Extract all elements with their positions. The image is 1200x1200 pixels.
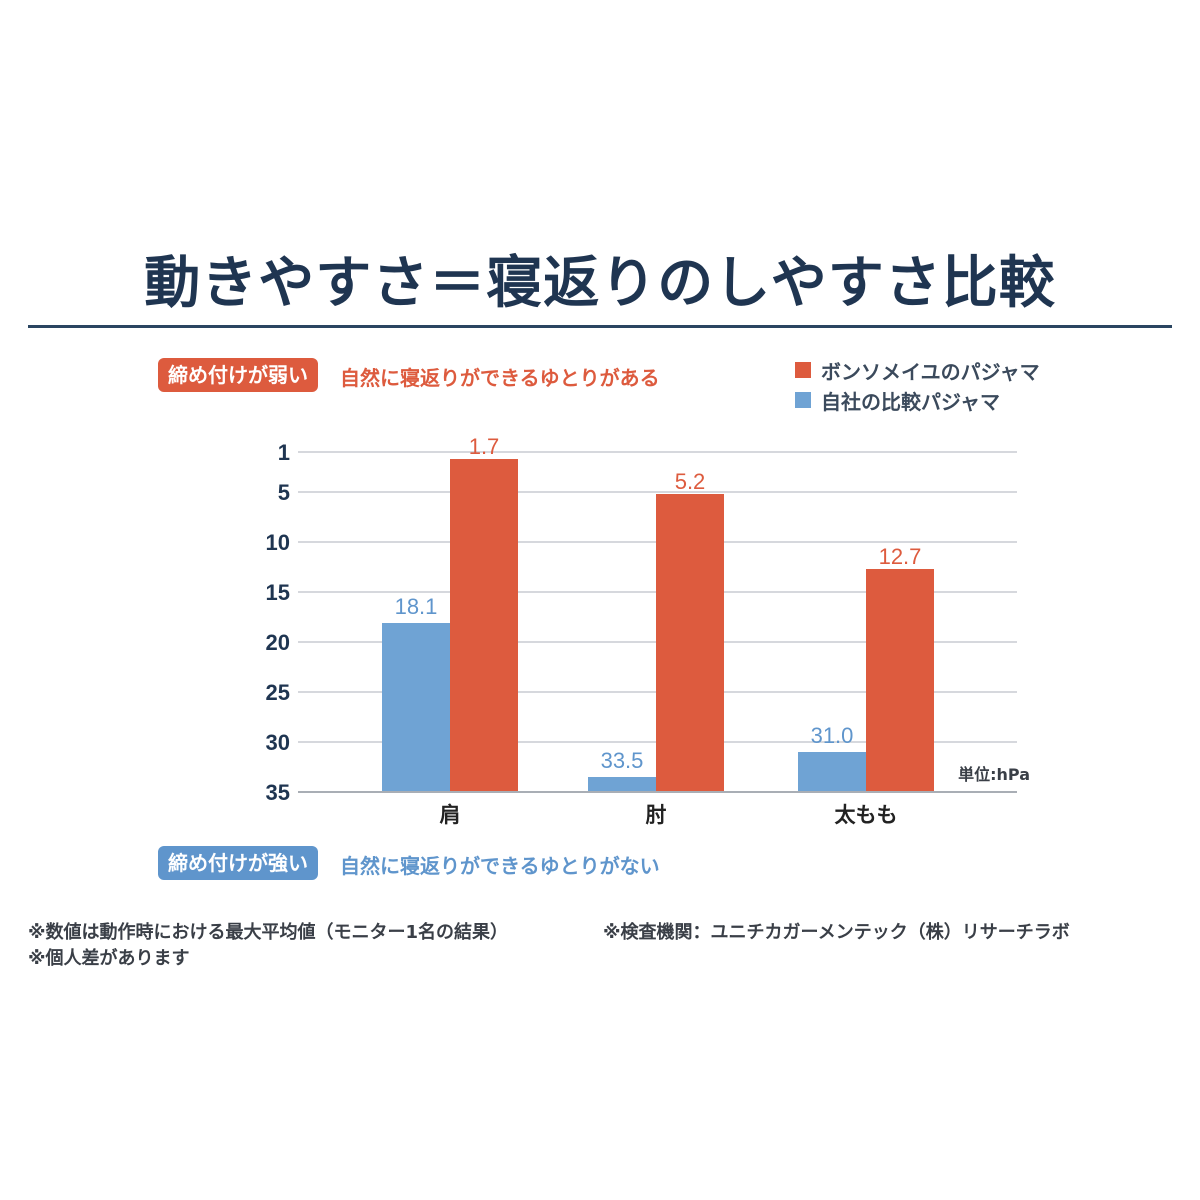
bar-bonsommeil-2	[866, 569, 934, 792]
footnote-individual: ※個人差があります	[28, 948, 190, 969]
page-title: 動きやすさ＝寝返りのしやすさ比較	[144, 251, 1056, 316]
bar-bonsommeil-1	[656, 494, 724, 792]
y-tick-label-15: 15	[266, 580, 290, 605]
bar-comparison-2	[798, 752, 866, 792]
strong-compression-note: 自然に寝返りができるゆとりがない	[340, 854, 660, 878]
y-tick-label-25: 25	[266, 680, 290, 705]
bar-label-comparison-2: 31.0	[811, 723, 854, 748]
strong-compression-badge: 締め付けが強い	[158, 846, 318, 880]
weak-compression-note: 自然に寝返りができるゆとりがある	[340, 366, 660, 390]
legend-swatch-blue	[795, 392, 811, 408]
bar-label-comparison-1: 33.5	[601, 748, 644, 773]
bar-comparison-0	[382, 623, 450, 792]
weak-compression-badge: 締め付けが弱い	[158, 358, 318, 392]
footnote-measurement: ※数値は動作時における最大平均値（モニター1名の結果）	[28, 922, 509, 943]
y-tick-label-20: 20	[266, 630, 290, 655]
bar-bonsommeil-0	[450, 459, 518, 792]
title-divider	[28, 325, 1172, 328]
bar-label-bonsommeil-2: 12.7	[879, 544, 922, 569]
x-category-label-2: 太もも	[835, 803, 898, 827]
legend-item-bonsommeil: ボンソメイユのパジャマ	[795, 355, 1040, 385]
y-tick-label-30: 30	[266, 730, 290, 755]
y-tick-label-35: 35	[266, 780, 290, 805]
y-tick-label-5: 5	[278, 480, 290, 505]
unit-label: 単位:hPa	[958, 765, 1030, 784]
bar-label-bonsommeil-1: 5.2	[675, 469, 706, 494]
legend: ボンソメイユのパジャマ 自社の比較パジャマ	[795, 355, 1040, 415]
legend-swatch-orange	[795, 362, 811, 378]
x-category-label-1: 肘	[646, 803, 667, 827]
legend-label-comparison: 自社の比較パジャマ	[821, 389, 1000, 414]
y-tick-label-10: 10	[266, 530, 290, 555]
bar-label-bonsommeil-0: 1.7	[469, 434, 500, 459]
legend-item-comparison: 自社の比較パジャマ	[795, 385, 1040, 415]
legend-label-bonsommeil: ボンソメイユのパジャマ	[821, 359, 1040, 384]
x-category-label-0: 肩	[440, 803, 461, 827]
bar-label-comparison-0: 18.1	[395, 594, 438, 619]
bar-comparison-1	[588, 777, 656, 792]
y-tick-label-1: 1	[278, 440, 290, 465]
footnote-lab: ※検査機関：ユニチカガーメンテック（株）リサーチラボ	[603, 922, 1070, 943]
